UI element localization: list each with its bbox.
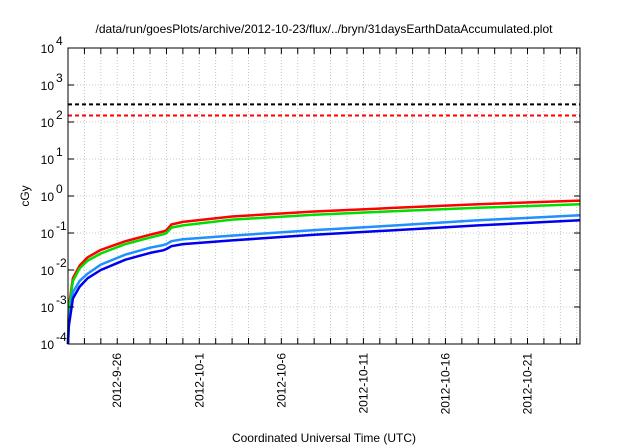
x-tick-label: 2012-10-1 bbox=[192, 353, 206, 408]
x-tick-label: 2012-10-6 bbox=[274, 353, 288, 408]
y-tick-exponent: 2 bbox=[56, 108, 63, 122]
threshold-lines bbox=[68, 103, 580, 117]
y-tick-exponent: -2 bbox=[56, 256, 67, 270]
x-axis-label: Coordinated Universal Time (UTC) bbox=[232, 431, 416, 445]
y-tick-label: 10 bbox=[41, 190, 55, 204]
y-axis-label: cGy bbox=[18, 185, 32, 206]
axis-ticks: 10-410-310-210-11001011021031042012-9-26… bbox=[41, 34, 580, 414]
y-tick-exponent: -4 bbox=[56, 330, 67, 344]
y-tick-label: 10 bbox=[41, 116, 55, 130]
series-blue bbox=[66, 219, 581, 345]
y-tick-exponent: 3 bbox=[56, 71, 63, 85]
series-lines bbox=[66, 199, 581, 345]
y-tick-label: 10 bbox=[41, 153, 55, 167]
y-tick-label: 10 bbox=[41, 264, 55, 278]
x-tick-label: 2012-9-26 bbox=[110, 353, 124, 408]
y-tick-exponent: 4 bbox=[56, 34, 63, 48]
x-tick-label: 2012-10-11 bbox=[356, 353, 370, 414]
series-red bbox=[66, 199, 581, 345]
y-tick-label: 10 bbox=[41, 42, 55, 56]
grid bbox=[68, 48, 580, 344]
y-tick-exponent: -3 bbox=[56, 293, 67, 307]
y-tick-exponent: 0 bbox=[56, 182, 63, 196]
y-tick-exponent: -1 bbox=[56, 219, 67, 233]
y-tick-label: 10 bbox=[41, 79, 55, 93]
y-tick-exponent: 1 bbox=[56, 145, 63, 159]
y-tick-label: 10 bbox=[41, 227, 55, 241]
x-tick-label: 2012-10-16 bbox=[438, 353, 452, 415]
series-green bbox=[66, 202, 581, 345]
chart-title: /data/run/goesPlots/archive/2012-10-23/f… bbox=[96, 22, 554, 36]
x-tick-label: 2012-10-21 bbox=[520, 353, 534, 415]
series-light-blue bbox=[66, 214, 581, 345]
y-tick-label: 10 bbox=[41, 338, 55, 352]
y-tick-label: 10 bbox=[41, 301, 55, 315]
